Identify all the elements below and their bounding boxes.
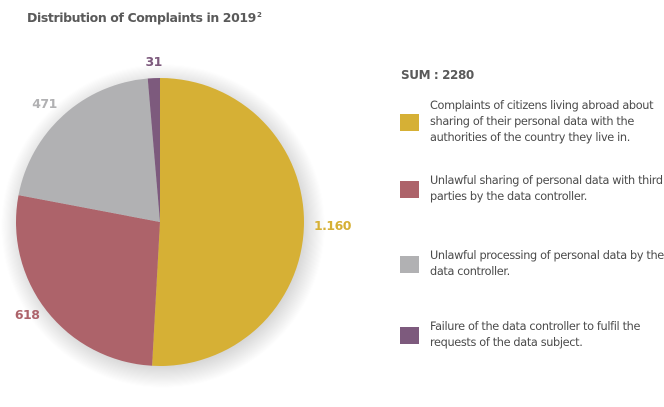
slice-data-label: 471 — [32, 96, 57, 111]
pie-slice — [152, 78, 305, 366]
legend-swatch — [400, 255, 419, 273]
legend-swatch — [400, 113, 419, 131]
slice-data-label: 618 — [15, 307, 40, 322]
legend-item: Complaints of citizens living abroad abo… — [400, 98, 664, 146]
legend-item: Unlawful processing of personal data by … — [400, 248, 664, 280]
legend-label: Failure of the data controller to fulfil… — [430, 320, 641, 349]
legend-swatch — [400, 180, 419, 198]
title-footnote: 2 — [256, 11, 262, 19]
legend-label: Unlawful processing of personal data by … — [430, 249, 664, 278]
sum-label: SUM : 2280 — [401, 68, 474, 82]
legend-label: Unlawful sharing of personal data with t… — [430, 174, 663, 203]
pie-slice — [15, 195, 161, 366]
legend-item: Unlawful sharing of personal data with t… — [400, 173, 664, 205]
pie-slice — [18, 78, 160, 222]
chart-title: Distribution of Complaints in 20192 — [27, 10, 262, 25]
pie-chart: 1.160 618 471 31 — [1, 54, 352, 388]
slice-data-label: 31 — [145, 54, 161, 69]
legend-label: Complaints of citizens living abroad abo… — [430, 99, 654, 144]
slice-data-label: 1.160 — [314, 218, 352, 233]
pie-slice — [147, 78, 160, 222]
legend-item: Failure of the data controller to fulfil… — [400, 319, 664, 351]
legend-swatch — [400, 326, 419, 344]
